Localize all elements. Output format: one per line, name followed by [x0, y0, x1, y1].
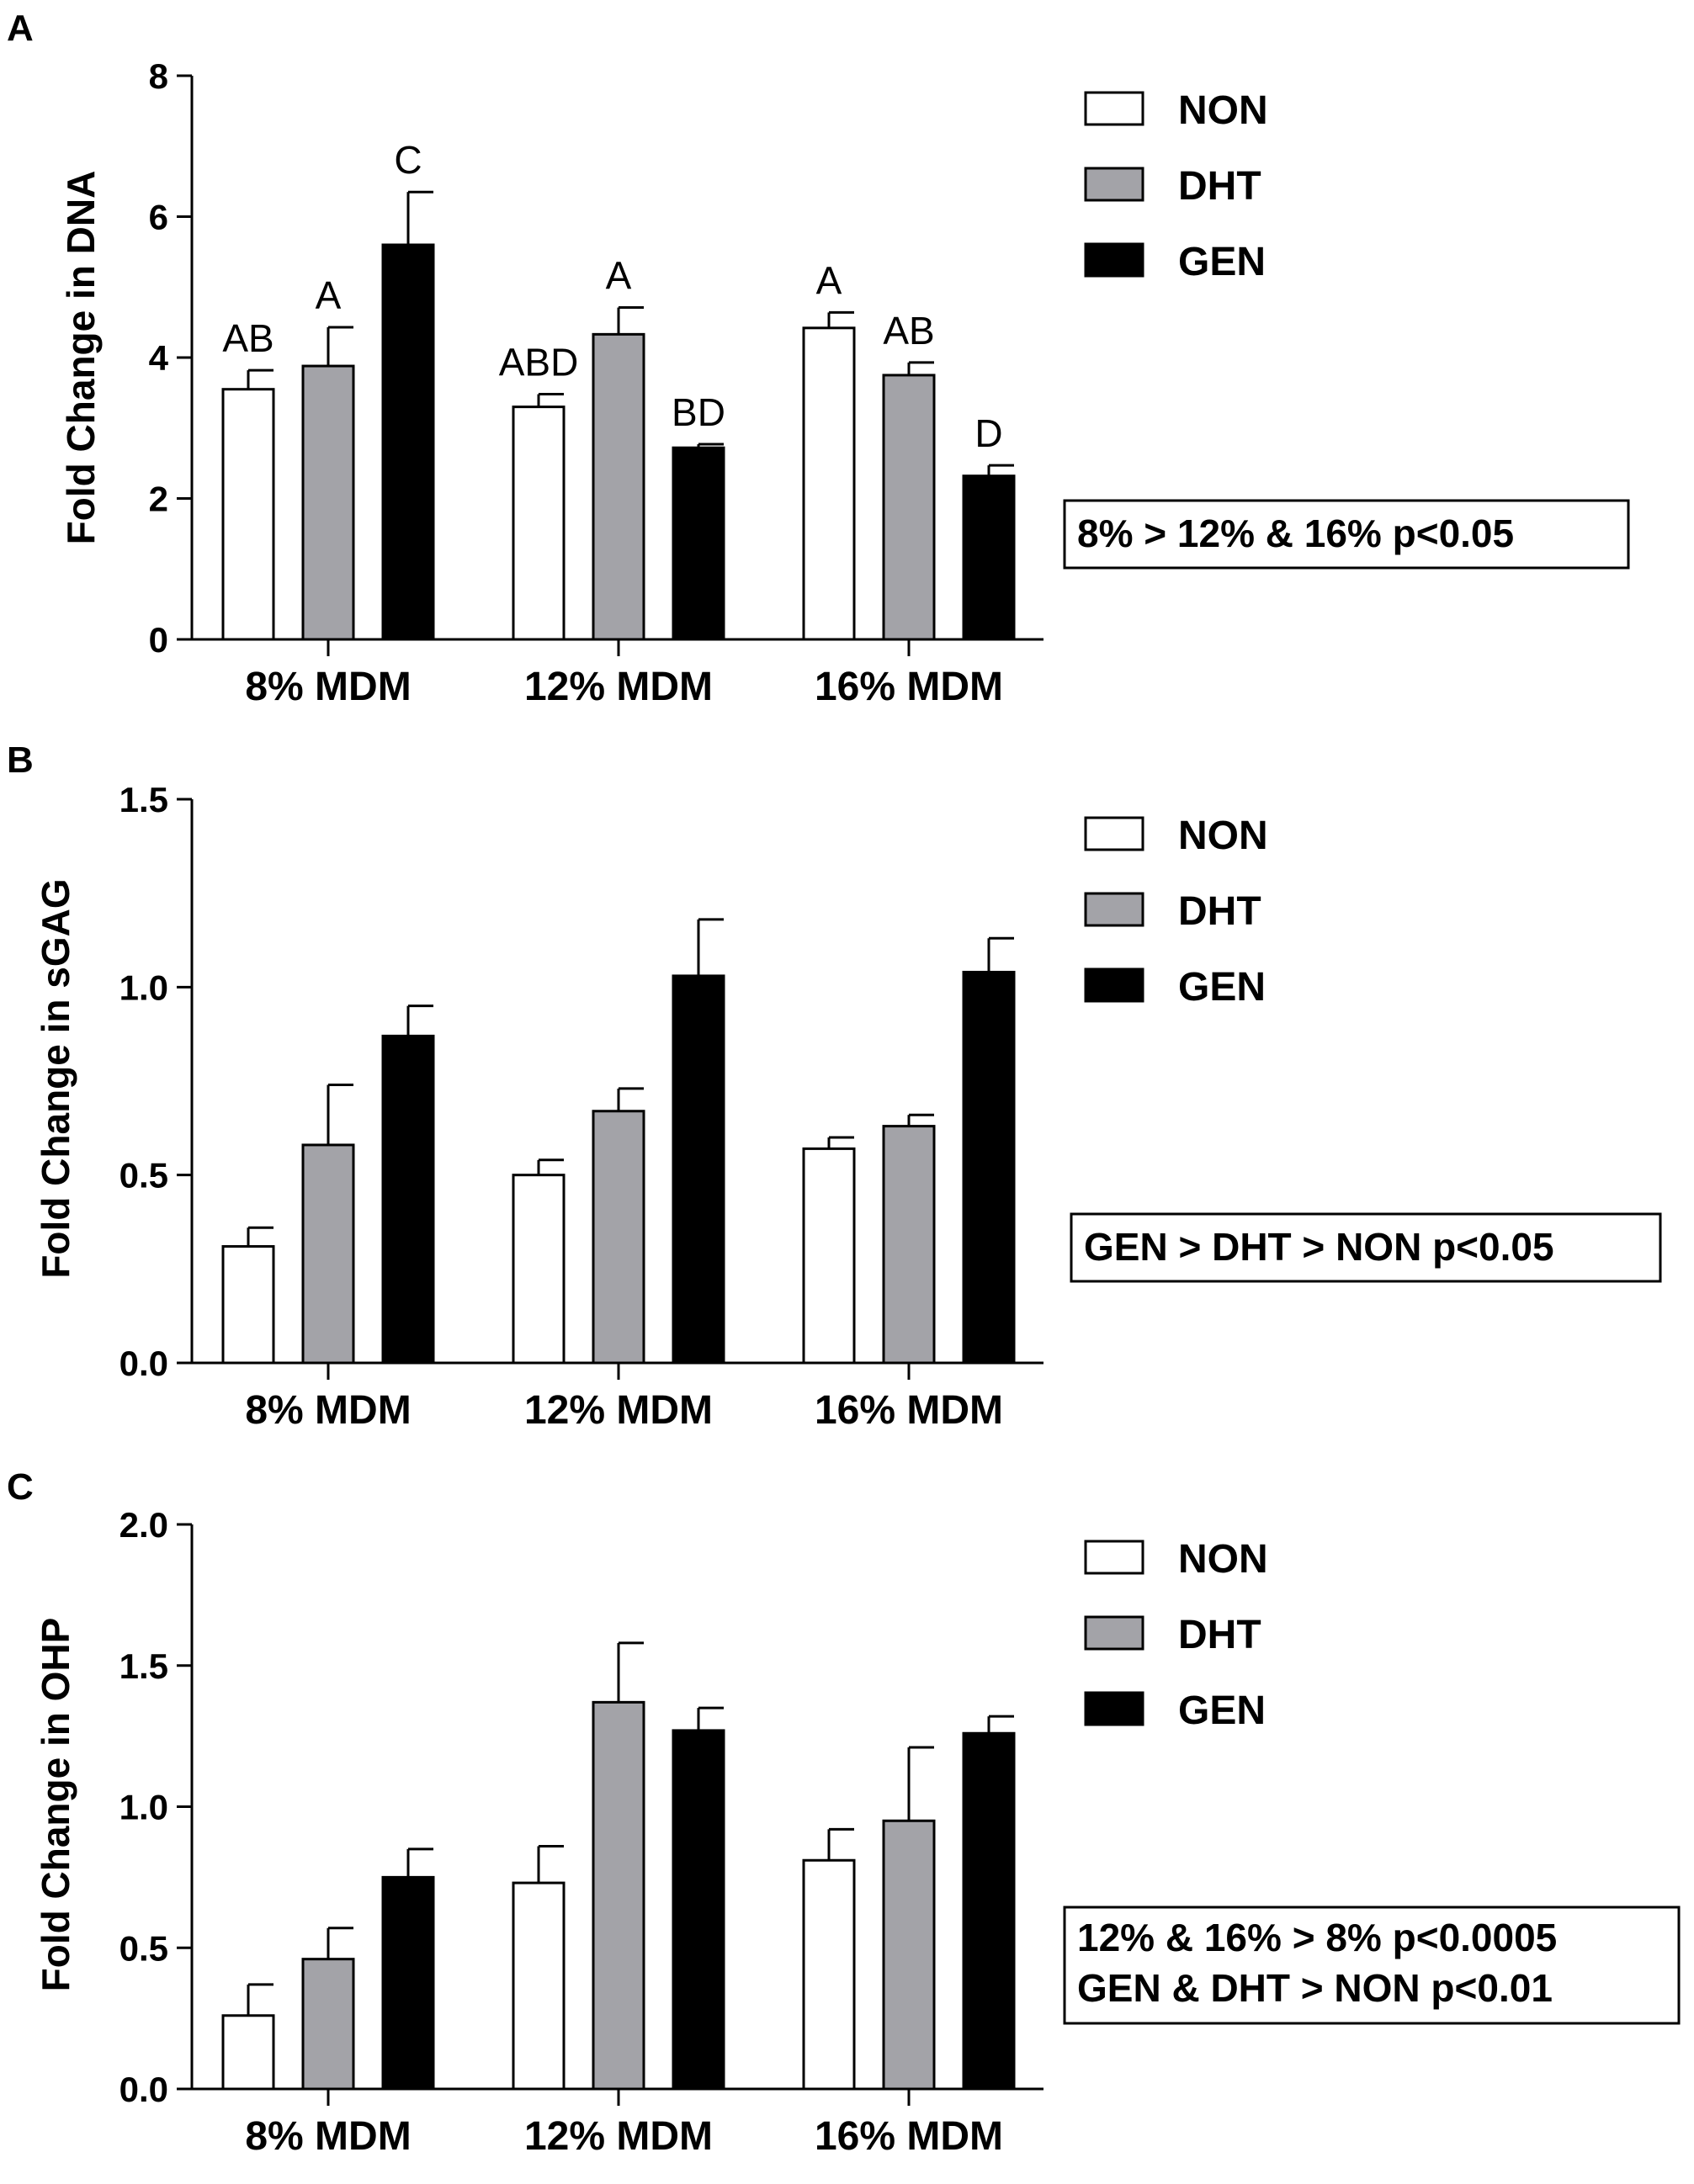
- legend-swatch-gen: [1084, 967, 1144, 1003]
- stats-note-text: GEN & DHT > NON p<0.01: [1077, 1966, 1553, 2010]
- legend: NON DHT GEN: [1084, 1537, 1268, 1733]
- bar-gen: [672, 974, 725, 1365]
- y-axis-label: Fold Change in OHP: [34, 1618, 77, 1992]
- y-tick-label: 1.5: [119, 780, 168, 819]
- x-category-label: 8% MDM: [245, 2114, 411, 2159]
- bar-non: [221, 1245, 275, 1365]
- x-category-label: 8% MDM: [245, 665, 411, 709]
- x-category-label: 12% MDM: [524, 665, 713, 709]
- panel-letter: A: [7, 8, 34, 49]
- legend-swatch-gen: [1084, 242, 1144, 278]
- bar-non: [802, 1858, 856, 2091]
- y-tick-label: 2.0: [119, 1505, 168, 1545]
- bar-gen: [381, 1034, 435, 1365]
- bar-gen: [962, 970, 1016, 1365]
- stats-note-box: [1063, 499, 1630, 570]
- significance-label: A: [316, 273, 342, 317]
- legend: NON DHT GEN: [1084, 88, 1268, 284]
- stats-note-text: 12% & 16% > 8% p<0.0005: [1077, 1916, 1557, 1959]
- bar-non: [221, 2014, 275, 2091]
- bar-dht: [592, 1110, 645, 1365]
- legend: NON DHT GEN: [1084, 814, 1268, 1010]
- significance-label: AB: [222, 316, 273, 360]
- y-tick-label: 1.0: [119, 1788, 168, 1827]
- y-tick-label: 0.5: [119, 1156, 168, 1195]
- bar-gen: [381, 243, 435, 641]
- significance-label: A: [606, 254, 632, 298]
- bar-gen: [381, 1875, 435, 2091]
- bar-gen: [962, 474, 1016, 641]
- y-tick-label: 0: [149, 620, 168, 660]
- legend-label: DHT: [1178, 1613, 1261, 1657]
- legend-label: GEN: [1178, 1688, 1266, 1733]
- legend-label: NON: [1178, 88, 1268, 133]
- stats-note-text: GEN > DHT > NON p<0.05: [1084, 1225, 1554, 1269]
- bar-gen: [672, 1729, 725, 2091]
- y-tick-label: 0.0: [119, 2070, 168, 2109]
- legend-swatch-non: [1084, 1540, 1144, 1575]
- y-tick-label: 1.5: [119, 1646, 168, 1686]
- stats-note-box: [1063, 1906, 1681, 2025]
- significance-label: AB: [883, 309, 934, 353]
- x-category-label: 12% MDM: [524, 2114, 713, 2159]
- y-tick-label: 6: [149, 198, 168, 237]
- legend-label: GEN: [1178, 965, 1266, 1010]
- bar-dht: [301, 364, 355, 641]
- bar-non: [512, 1881, 566, 2091]
- legend-label: NON: [1178, 814, 1268, 858]
- bar-dht: [301, 1958, 355, 2091]
- significance-label: BD: [672, 390, 725, 434]
- x-category-label: 12% MDM: [524, 1388, 713, 1433]
- bar-non: [802, 326, 856, 641]
- x-category-label: 16% MDM: [815, 1388, 1003, 1433]
- bar-dht: [882, 1125, 936, 1365]
- bar-dht: [301, 1143, 355, 1365]
- legend-swatch-non: [1084, 816, 1144, 851]
- bar-non: [512, 1174, 566, 1365]
- stats-note-text: 8% > 12% & 16% p<0.05: [1077, 512, 1514, 555]
- x-category-label: 8% MDM: [245, 1388, 411, 1433]
- panel-letter: B: [7, 739, 34, 781]
- bar-dht: [592, 1700, 645, 2091]
- x-category-label: 16% MDM: [815, 2114, 1003, 2159]
- panel-letter: C: [7, 1466, 34, 1508]
- y-tick-label: 1.0: [119, 967, 168, 1007]
- significance-label: A: [816, 258, 842, 302]
- legend-swatch-dht: [1084, 167, 1144, 202]
- panel-c: C Fold Change in OHP 0.0 0.5 1.0 1.5 2.0 8% MDM…: [7, 1466, 1681, 2159]
- legend-label: NON: [1178, 1537, 1268, 1582]
- x-category-label: 16% MDM: [815, 665, 1003, 709]
- legend-label: GEN: [1178, 240, 1266, 284]
- legend-swatch-gen: [1084, 1691, 1144, 1726]
- y-tick-label: 2: [149, 480, 168, 519]
- bar-non: [512, 406, 566, 641]
- y-axis-label: Fold Change in DNA: [59, 171, 103, 545]
- significance-label: ABD: [499, 341, 579, 384]
- bar-dht: [882, 374, 936, 641]
- bar-dht: [882, 1819, 936, 2091]
- legend-label: DHT: [1178, 889, 1261, 934]
- y-tick-label: 0.5: [119, 1928, 168, 1968]
- panel-a: A Fold Change in DNA 0 2 4 6 8 AB ABD A A A AB C BD D 8%…: [7, 8, 1630, 709]
- legend-label: DHT: [1178, 164, 1261, 209]
- y-tick-label: 4: [149, 338, 169, 378]
- bar-non: [802, 1147, 856, 1365]
- y-axis-label: Fold Change in sGAG: [34, 878, 77, 1278]
- significance-label: D: [974, 411, 1002, 455]
- bar-gen: [672, 446, 725, 641]
- panel-b: B Fold Change in sGAG 0.0 0.5 1.0 1.5 8% MDM 12…: [7, 739, 1662, 1433]
- bar-gen: [962, 1731, 1016, 2091]
- y-tick-label: 0.0: [119, 1344, 168, 1383]
- bar-dht: [592, 332, 645, 641]
- legend-swatch-dht: [1084, 1615, 1144, 1651]
- bar-non: [221, 388, 275, 641]
- stats-note-box: [1070, 1212, 1662, 1283]
- legend-swatch-dht: [1084, 892, 1144, 927]
- legend-swatch-non: [1084, 91, 1144, 126]
- significance-label: C: [394, 138, 422, 182]
- y-tick-label: 8: [149, 56, 168, 96]
